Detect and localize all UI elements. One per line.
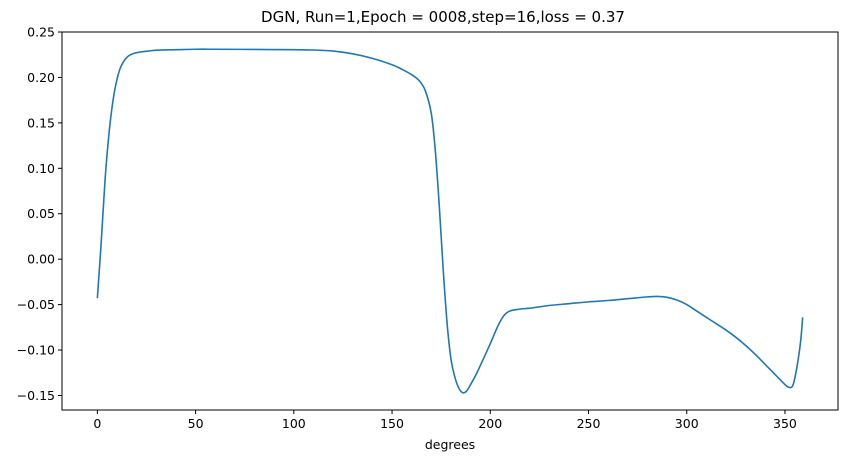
series-layer [96, 48, 804, 394]
chart-title: DGN, Run=1,Epoch = 0008,step=16,loss = 0… [261, 8, 625, 26]
y-tick-label: 0.00 [27, 252, 55, 267]
y-tick-label: −0.10 [17, 343, 55, 358]
y-tick-label: −0.05 [17, 297, 55, 312]
x-tick-label: 200 [478, 416, 502, 431]
x-tick-label: 350 [773, 416, 797, 431]
series-line [96, 48, 804, 394]
y-tick-label: 0.05 [27, 206, 55, 221]
y-tick-label: 0.20 [27, 70, 55, 85]
y-tick-label: 0.25 [27, 25, 55, 40]
y-tick-label: 0.15 [27, 115, 55, 130]
y-axis: 0.25 0.20 0.15 0.10 0.05 0.00 −0.05 −0.10 −0.15 [17, 25, 62, 403]
plot-area-frame [61, 31, 839, 411]
y-tick-label: 0.10 [27, 161, 55, 176]
x-tick-label: 250 [577, 416, 601, 431]
x-tick-label: 100 [282, 416, 306, 431]
y-tick-label: −0.15 [17, 388, 55, 403]
x-tick-label: 150 [380, 416, 404, 431]
x-tick-label: 300 [675, 416, 699, 431]
x-tick-label: 50 [188, 416, 204, 431]
x-axis-label: degrees [425, 437, 475, 452]
x-tick-label: 0 [93, 416, 101, 431]
x-axis: 0 50 100 150 200 250 300 350 [93, 410, 797, 431]
